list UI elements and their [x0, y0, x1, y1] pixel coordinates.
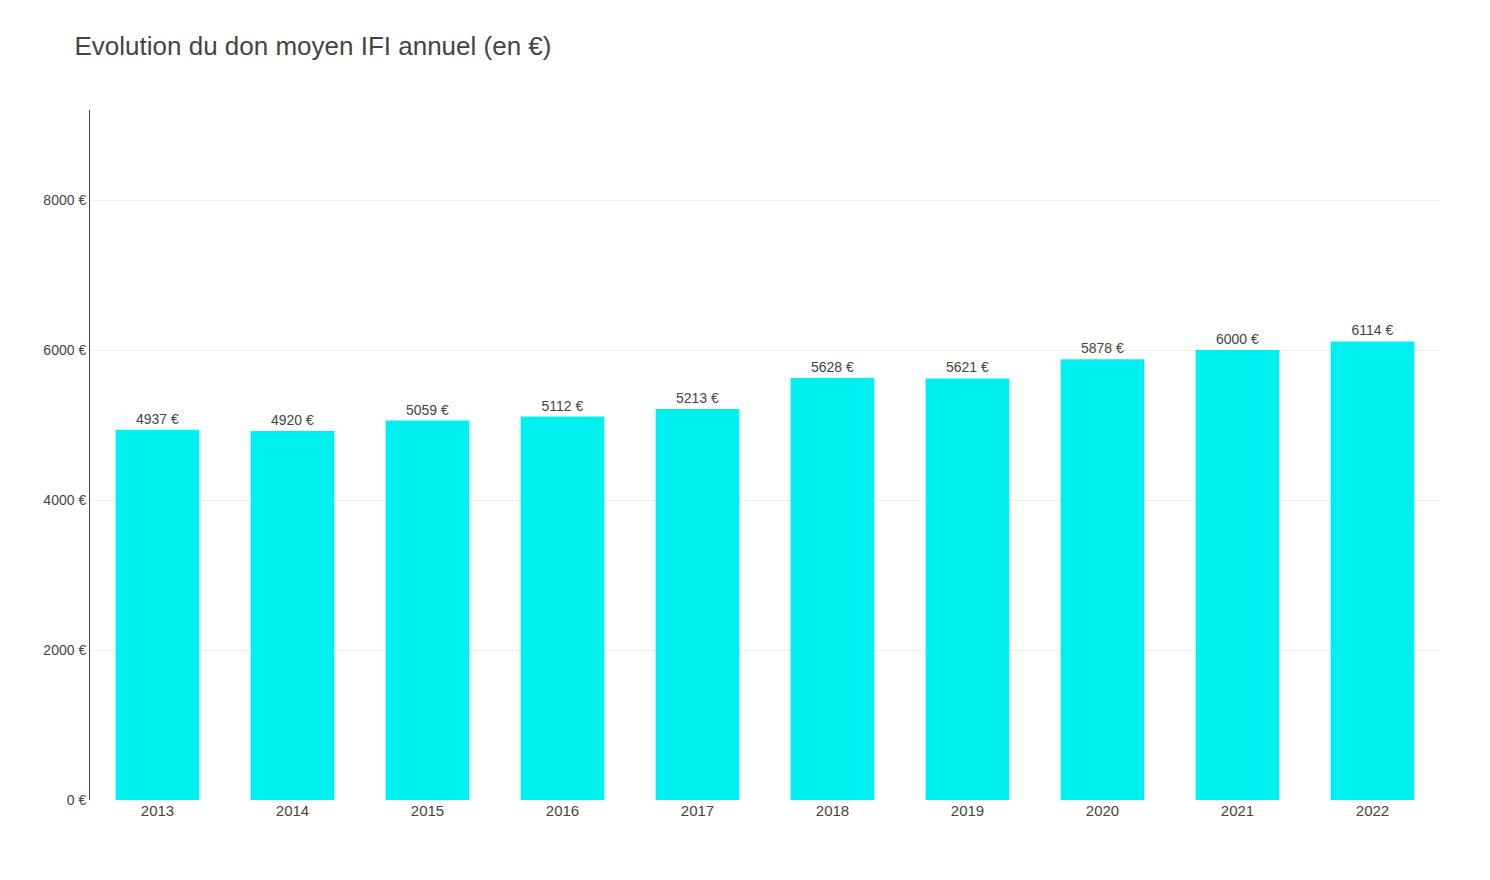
- svg-text:2014: 2014: [276, 802, 309, 819]
- svg-text:6000 €: 6000 €: [43, 342, 86, 358]
- svg-text:2021: 2021: [1221, 802, 1254, 819]
- svg-text:5628 €: 5628 €: [811, 359, 854, 375]
- svg-text:Evolution du don moyen IFI ann: Evolution du don moyen IFI annuel (en €): [75, 31, 552, 61]
- svg-text:2022: 2022: [1356, 802, 1389, 819]
- svg-text:4000 €: 4000 €: [43, 492, 86, 508]
- svg-text:4920 €: 4920 €: [271, 412, 314, 428]
- svg-text:2017: 2017: [681, 802, 714, 819]
- svg-text:5059 €: 5059 €: [406, 402, 449, 418]
- svg-text:2016: 2016: [546, 802, 579, 819]
- svg-text:4937 €: 4937 €: [136, 411, 179, 427]
- svg-text:2000 €: 2000 €: [43, 642, 86, 658]
- svg-text:2019: 2019: [951, 802, 984, 819]
- svg-text:2015: 2015: [411, 802, 444, 819]
- svg-text:0 €: 0 €: [67, 792, 87, 808]
- svg-text:5878 €: 5878 €: [1081, 340, 1124, 356]
- svg-text:6000 €: 6000 €: [1216, 331, 1259, 347]
- svg-text:5213 €: 5213 €: [676, 390, 719, 406]
- svg-text:2013: 2013: [141, 802, 174, 819]
- svg-text:5621 €: 5621 €: [946, 359, 989, 375]
- svg-text:5112 €: 5112 €: [542, 398, 584, 414]
- svg-text:8000 €: 8000 €: [43, 192, 86, 208]
- svg-text:2020: 2020: [1086, 802, 1119, 819]
- svg-text:6114 €: 6114 €: [1352, 322, 1394, 338]
- svg-text:2018: 2018: [816, 802, 849, 819]
